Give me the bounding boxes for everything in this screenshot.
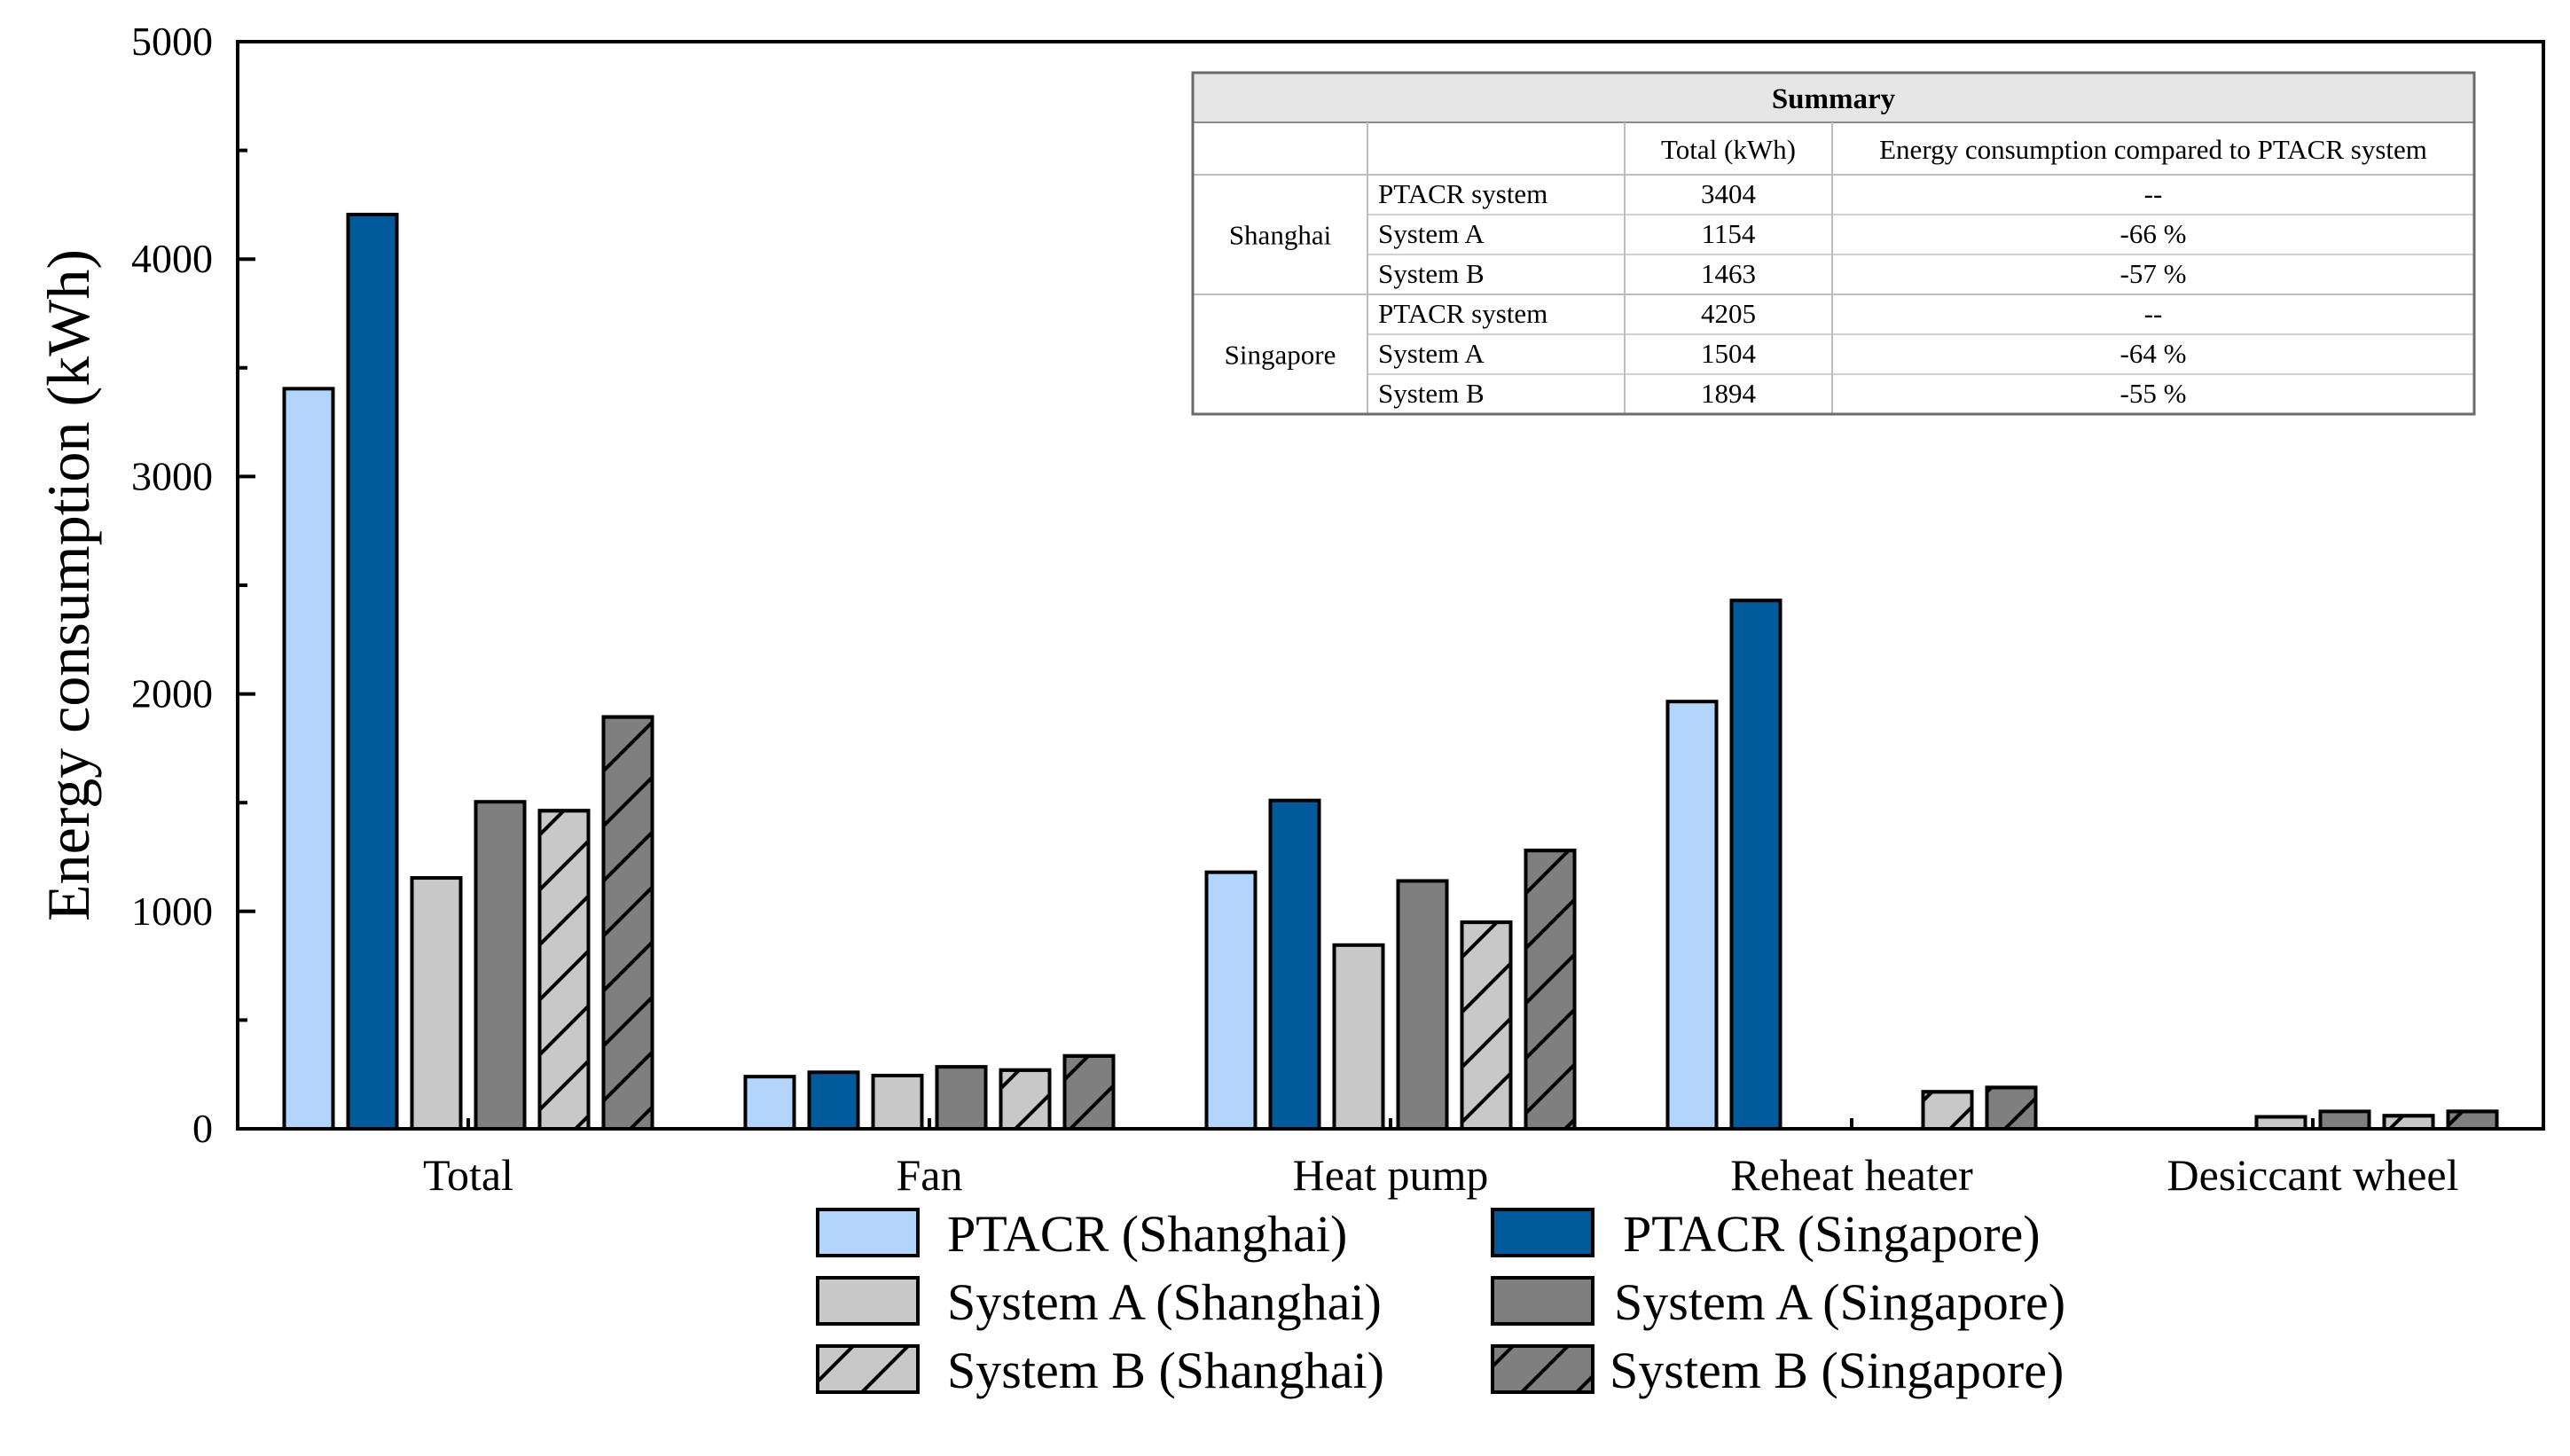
legend-item: System A (Singapore) — [1491, 1273, 2065, 1331]
bar-hatch — [1524, 849, 1577, 1131]
table-title: Summary — [1772, 83, 1896, 115]
table-cell-total: 1894 — [1701, 378, 1757, 409]
bar — [871, 1073, 924, 1131]
legend-item: System B (Shanghai) — [816, 1342, 1384, 1399]
bar — [2254, 1115, 2308, 1131]
table-cell-compared: -- — [2144, 298, 2163, 329]
table-header: Total (kWh) — [1661, 134, 1796, 165]
table-cell-compared: -66 % — [2120, 218, 2187, 249]
legend-swatch-hatch — [1491, 1344, 1594, 1394]
bar-hatch — [1062, 1053, 1116, 1131]
table-cell-compared: -55 % — [2120, 378, 2187, 409]
bar — [282, 387, 335, 1131]
table-cell-compared: -57 % — [2120, 258, 2187, 289]
table-cell-total: 1504 — [1701, 338, 1757, 369]
legend-swatch — [1491, 1208, 1594, 1257]
table-cell-total: 4205 — [1701, 298, 1756, 329]
table-cell-total: 1154 — [1702, 218, 1756, 249]
bar — [1268, 798, 1321, 1131]
x-tick-label: Reheat heater — [1730, 1150, 1973, 1200]
legend-item: System B (Singapore) — [1491, 1342, 2064, 1399]
bar-hatch — [1921, 1090, 1974, 1131]
bar — [2318, 1109, 2371, 1131]
x-tick-label: Desiccant wheel — [2166, 1150, 2458, 1200]
y-axis-label: Energy consumption (kWh) — [35, 249, 102, 921]
x-tick-label: Total — [423, 1150, 513, 1200]
legend-item: System A (Shanghai) — [816, 1273, 1382, 1331]
y-tick-label: 0 — [192, 1106, 213, 1151]
table-cell-system: System A — [1378, 338, 1485, 369]
legend-label: PTACR (Singapore) — [1623, 1205, 2041, 1263]
y-tick-label: 2000 — [131, 671, 213, 716]
table-cell-total: 3404 — [1701, 178, 1757, 209]
legend-swatch — [816, 1276, 920, 1326]
bar-hatch — [2446, 1109, 2499, 1131]
table-cell-compared: -64 % — [2120, 338, 2187, 369]
bar — [1729, 599, 1783, 1131]
table-cell-city: Shanghai — [1229, 220, 1332, 251]
table-cell-total: 1463 — [1701, 258, 1756, 289]
legend-swatch-hatch — [816, 1344, 920, 1394]
legend-label: System A (Shanghai) — [947, 1273, 1382, 1331]
bar — [807, 1070, 860, 1131]
bar-hatch — [1985, 1085, 2038, 1131]
legend-item: PTACR (Singapore) — [1491, 1205, 2041, 1263]
table-frame — [1191, 71, 2476, 416]
bar — [474, 800, 527, 1131]
legend-label: System B (Shanghai) — [947, 1342, 1384, 1399]
legend-item: PTACR (Shanghai) — [816, 1205, 1347, 1263]
bar-hatch — [2382, 1114, 2435, 1131]
bar — [346, 212, 399, 1131]
bar — [1332, 943, 1385, 1131]
bar-hatch — [1460, 920, 1513, 1131]
x-tick-label: Heat pump — [1293, 1150, 1489, 1200]
legend-swatch — [1491, 1276, 1594, 1326]
x-tick-label: Fan — [897, 1150, 963, 1200]
legend-label: System A (Singapore) — [1614, 1273, 2065, 1331]
legend-label: System B (Singapore) — [1610, 1342, 2064, 1399]
bar — [1204, 870, 1258, 1131]
table-cell-system: System B — [1378, 378, 1485, 409]
y-tick-label: 1000 — [131, 888, 213, 934]
bar — [935, 1065, 988, 1131]
y-tick-label: 5000 — [131, 19, 213, 64]
legend-swatch — [816, 1208, 920, 1257]
bar — [743, 1075, 796, 1131]
bar — [1396, 879, 1449, 1131]
table-header: Energy consumption compared to PTACR sys… — [1879, 134, 2427, 165]
table-cell-system: System B — [1378, 258, 1485, 289]
table-cell-system: PTACR system — [1378, 298, 1547, 329]
table-cell-city: Singapore — [1225, 340, 1336, 371]
bar-hatch — [999, 1068, 1052, 1131]
table-cell-system: PTACR system — [1378, 178, 1547, 209]
bar-hatch — [537, 809, 591, 1131]
bar-hatch — [601, 715, 654, 1131]
bar — [410, 876, 463, 1131]
table-title-bg — [1193, 73, 2474, 122]
bar — [1665, 700, 1719, 1131]
y-tick-label: 4000 — [131, 236, 213, 281]
table-cell-compared: -- — [2144, 178, 2163, 209]
y-tick-label: 3000 — [131, 453, 213, 498]
legend-label: PTACR (Shanghai) — [947, 1205, 1347, 1263]
table-cell-system: System A — [1378, 218, 1485, 249]
